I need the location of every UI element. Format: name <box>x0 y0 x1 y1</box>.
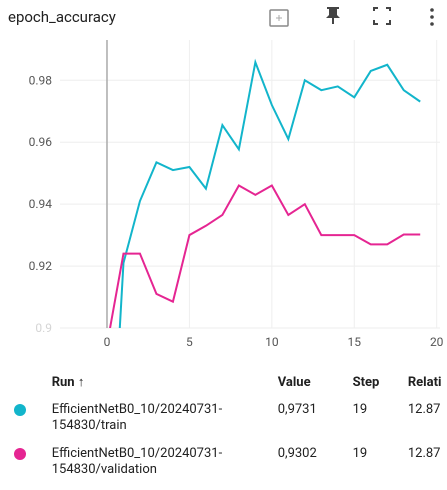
column-header[interactable]: Run ↑ <box>51 375 85 390</box>
x-tick-label: 5 <box>186 335 193 349</box>
run-color <box>14 448 26 460</box>
cell: 12.87 <box>407 402 441 417</box>
y-tick-label: 0.98 <box>29 73 53 87</box>
toolbar <box>269 7 434 27</box>
card-title: epoch_accuracy <box>8 8 116 26</box>
column-header[interactable]: Value <box>277 374 311 390</box>
data-selection-icon[interactable] <box>269 9 289 27</box>
fullscreen-icon[interactable] <box>373 7 391 25</box>
chart: 0.9 0.92 0.94 0.96 0.98 0 5 10 15 20 <box>29 7 444 349</box>
y-tick-label: 0.9 <box>35 321 52 335</box>
cell: 0,9731 <box>277 402 317 417</box>
icon-detail <box>276 15 282 21</box>
cell: 0,9302 <box>277 446 317 461</box>
run-table: Run ↑ Value Step Relati EfficientNetB0_10/2… <box>0 368 447 484</box>
x-tick-label: 15 <box>348 335 362 349</box>
more-icon[interactable] <box>430 8 434 26</box>
x-tick-label: 10 <box>265 335 279 349</box>
run-color <box>14 404 26 416</box>
y-tick-label: 0.94 <box>29 197 53 211</box>
cell: 12.87 <box>407 446 441 461</box>
plot-area <box>109 58 421 328</box>
column-header[interactable]: Relati <box>407 374 442 390</box>
y-tick-label: 0.96 <box>29 135 53 149</box>
run-row: EfficientNetB0_10/20240731-154830/train 0… <box>0 396 447 440</box>
run-row: EfficientNetB0_10/20240731-154830/valida… <box>0 440 447 484</box>
y-tick-label: 0.92 <box>29 259 53 273</box>
column-header[interactable]: Step <box>352 374 380 390</box>
cell: 19 <box>352 402 368 417</box>
series-line <box>109 184 421 328</box>
pin-icon[interactable] <box>326 7 340 24</box>
cell: 19 <box>352 446 368 461</box>
x-tick-label: 20 <box>430 335 444 349</box>
x-tick-label: 0 <box>104 335 111 349</box>
cell: EfficientNetB0_10/20240731-154830/train <box>51 402 223 433</box>
series-line <box>118 58 421 328</box>
cell: EfficientNetB0_10/20240731-154830/valida… <box>51 446 223 477</box>
